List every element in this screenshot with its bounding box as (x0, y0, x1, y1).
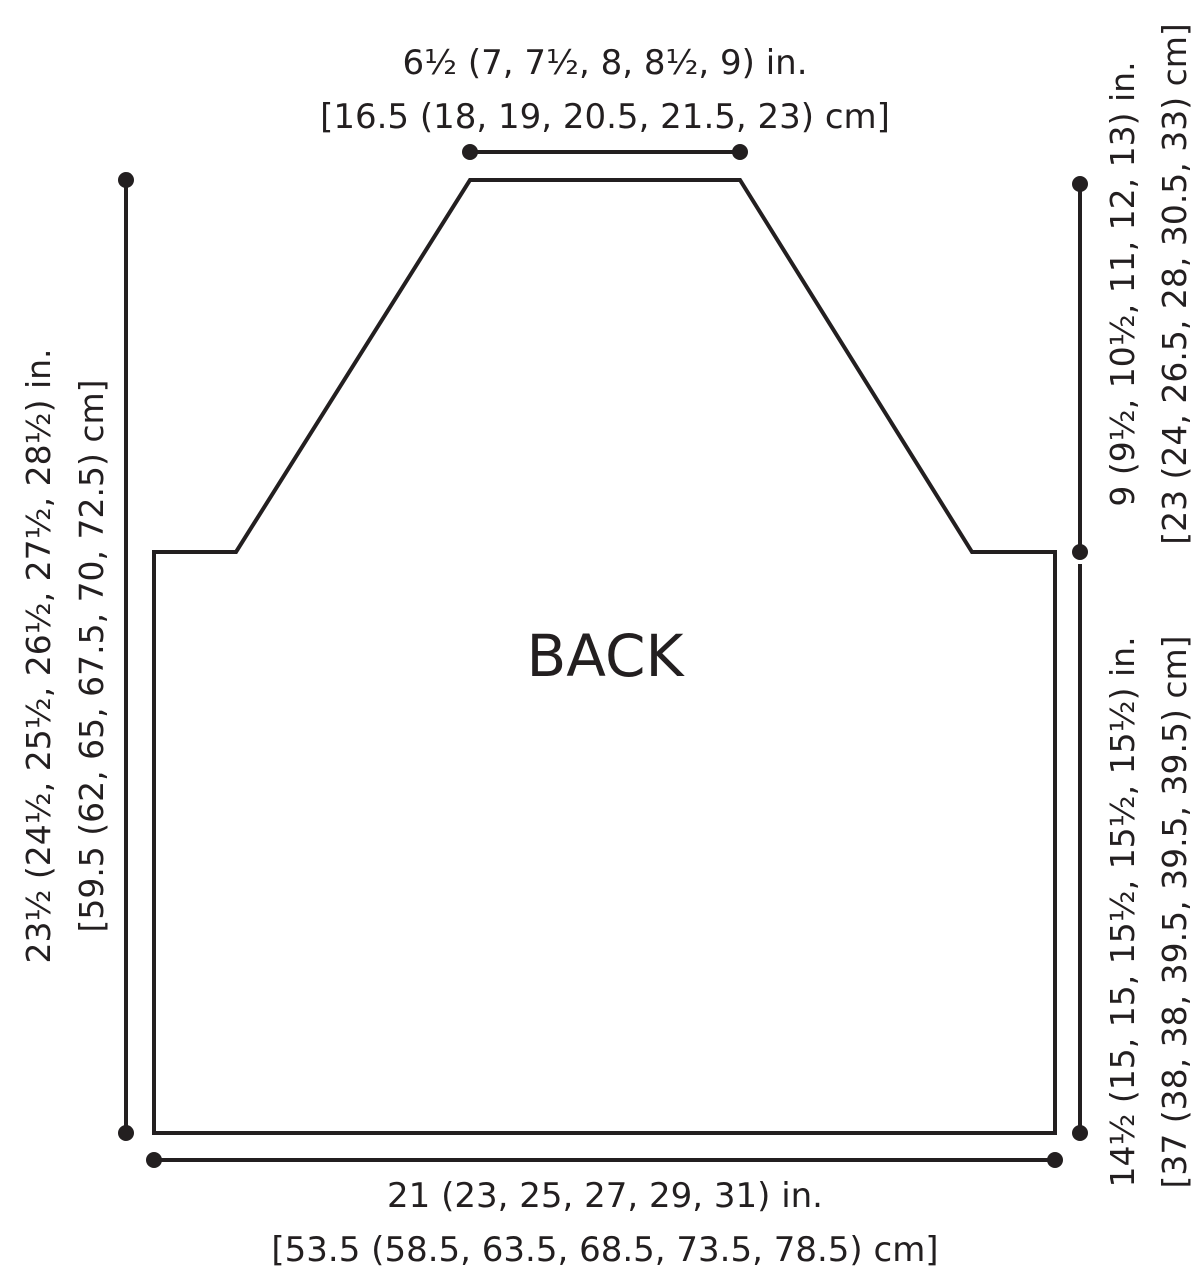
neck-width-start-dot (462, 144, 478, 160)
bottom-width-cm-label: [53.5 (58.5, 63.5, 68.5, 73.5, 78.5) cm] (271, 1230, 938, 1270)
bottom-width-dimension (146, 1152, 1063, 1168)
armhole-depth-dimension (1072, 176, 1088, 560)
total-length-inches-label: 23½ (24½, 25½, 26½, 27½, 28½) in. (19, 348, 58, 963)
armhole-depth-inches-label: 9 (9½, 10½, 11, 12, 13) in. (1103, 61, 1142, 506)
bottom-width-end-dot (1047, 1152, 1063, 1168)
neck-width-dimension (462, 144, 748, 160)
back-piece-outline (152, 178, 1057, 1135)
side-length-dimension (1072, 564, 1088, 1141)
total-length-dimension (118, 172, 134, 1141)
total-length-top-dot (118, 172, 134, 188)
armhole-depth-top-dot (1072, 176, 1088, 192)
neck-width-end-dot (732, 144, 748, 160)
neck-width-inches-label: 6½ (7, 7½, 8, 8½, 9) in. (402, 43, 807, 83)
total-length-cm-label: [59.5 (62, 65, 67.5, 70, 72.5) cm] (72, 379, 111, 932)
side-length-bottom-dot (1072, 1125, 1088, 1141)
piece-label: BACK (527, 622, 686, 690)
neck-width-cm-label: [16.5 (18, 19, 20.5, 21.5, 23) cm] (320, 97, 890, 137)
armhole-depth-bottom-dot (1072, 544, 1088, 560)
armhole-depth-cm-label: [23 (24, 26.5, 28, 30.5, 33) cm] (1155, 23, 1194, 545)
bottom-width-start-dot (146, 1152, 162, 1168)
side-length-inches-label: 14½ (15, 15, 15½, 15½, 15½) in. (1103, 636, 1142, 1187)
total-length-bottom-dot (118, 1125, 134, 1141)
bottom-width-inches-label: 21 (23, 25, 27, 29, 31) in. (387, 1176, 823, 1216)
side-length-cm-label: [37 (38, 38, 39.5, 39.5, 39.5) cm] (1155, 635, 1194, 1188)
